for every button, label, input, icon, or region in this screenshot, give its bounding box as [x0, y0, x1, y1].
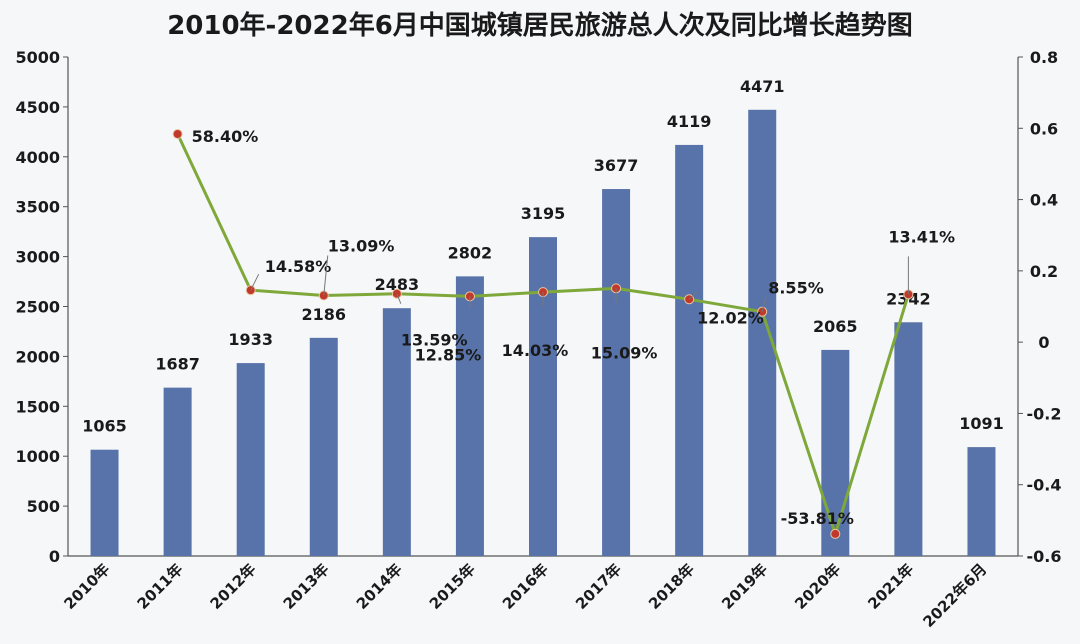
growth-label-leader	[761, 295, 767, 312]
bar-value-label: 3195	[521, 204, 566, 223]
x-tick-label: 2012年	[207, 560, 260, 613]
bar-value-label: 4471	[740, 77, 785, 96]
x-tick-label: 2010年	[61, 560, 114, 613]
growth-value-label: 13.41%	[888, 227, 955, 246]
growth-label-leader	[323, 255, 329, 296]
growth-value-label: 15.09%	[591, 343, 658, 362]
bar-value-label: 2065	[813, 317, 858, 336]
bar-value-label: 1065	[82, 417, 127, 436]
x-tick-label: 2016年	[499, 560, 552, 613]
y-right-tick-label: -0.4	[1027, 476, 1062, 495]
bar	[675, 144, 704, 556]
bar	[309, 337, 338, 556]
growth-value-label: 14.03%	[502, 341, 569, 360]
bar	[236, 363, 265, 556]
growth-value-label: 14.58%	[265, 257, 332, 276]
y-left-tick-label: 0	[49, 547, 60, 566]
growth-value-label: 8.55%	[768, 279, 824, 298]
growth-value-label: -53.81%	[781, 509, 854, 528]
y-right-tick-label: 0	[1038, 333, 1049, 352]
bar	[894, 322, 923, 556]
bar	[529, 237, 557, 556]
bar	[748, 109, 777, 557]
y-left-tick-label: 5000	[15, 48, 60, 67]
growth-value-label: 13.59%	[401, 331, 468, 350]
axes: 0 500 1000 1500 2000 2500 3000 3500 4000 4500 5000…	[15, 48, 1061, 566]
growth-label-leader	[396, 293, 402, 304]
bar-value-label: 2186	[302, 305, 347, 324]
x-tick-label: 2014年	[353, 560, 406, 613]
x-tick-label: 2019年	[718, 560, 771, 613]
bar-value-label: 1933	[228, 330, 273, 349]
bar-value-label: 2483	[375, 275, 420, 294]
bar	[821, 349, 850, 556]
x-tick-label: 2017年	[572, 560, 625, 613]
growth-value-label: 12.85%	[415, 345, 482, 364]
x-tick-label: 2011年	[134, 560, 187, 613]
growth-point	[172, 128, 183, 139]
bar	[602, 189, 631, 556]
growth-value-label: 12.02%	[697, 308, 764, 327]
y-right-tick-label: 0.4	[1030, 191, 1058, 210]
bar	[382, 308, 411, 556]
x-axis-labels: 2010年 2011年 2012年 2013年 2014年 2015年 2016年 2017年…	[61, 560, 991, 631]
y-left-tick-label: 3500	[15, 198, 60, 217]
bar-value-label: 4119	[667, 112, 712, 131]
chart-title: 2010年-2022年6月中国城镇居民旅游总人次及同比增长趋势图	[167, 10, 913, 41]
y-right-tick-label: 0.2	[1030, 262, 1058, 281]
y-left-tick-label: 1000	[15, 447, 60, 466]
x-tick-label: 2013年	[280, 560, 333, 613]
growth-label-leader	[688, 290, 698, 300]
y-left-tick-label: 4500	[15, 98, 60, 117]
bar-value-label: 3677	[594, 156, 639, 175]
growth-point	[830, 528, 841, 539]
bar-value-label: 2802	[448, 243, 493, 262]
y-left-tick-label: 3000	[15, 248, 60, 267]
growth-label-leader	[250, 273, 260, 291]
bar-value-label: 1687	[155, 355, 200, 374]
y-right-tick-label: 0.8	[1030, 48, 1058, 67]
y-left-tick-label: 4000	[15, 148, 60, 167]
bar-labels: 1065 1687 1933 2186 2483 2802 3195 3677 4119 4471…	[82, 77, 1003, 436]
x-tick-label: 2018年	[645, 560, 698, 613]
growth-labels: 58.40% 14.58% 13.09% 13.59%12.85% 14.03% 15.0…	[192, 127, 955, 528]
bar-value-label: 1091	[959, 414, 1004, 433]
y-left-tick-label: 2000	[15, 347, 60, 366]
bar	[455, 276, 484, 556]
bars	[90, 109, 996, 557]
x-tick-label: 2022年6月	[919, 560, 990, 631]
bar	[967, 447, 996, 556]
y-right-tick-label: -0.6	[1027, 547, 1062, 566]
y-left-tick-label: 500	[27, 497, 60, 516]
x-tick-label: 2015年	[426, 560, 479, 613]
x-tick-label: 2021年	[864, 560, 917, 613]
y-left-tick-label: 1500	[15, 397, 60, 416]
y-right-tick-label: -0.2	[1027, 404, 1062, 423]
bar	[163, 387, 192, 556]
bar	[90, 449, 119, 556]
growth-value-label: 58.40%	[192, 127, 259, 146]
x-tick-label: 2020年	[791, 560, 844, 613]
y-right-tick-label: 0.6	[1030, 119, 1058, 138]
y-left-tick-label: 2500	[15, 298, 60, 317]
growth-value-label: 13.09%	[328, 236, 395, 255]
